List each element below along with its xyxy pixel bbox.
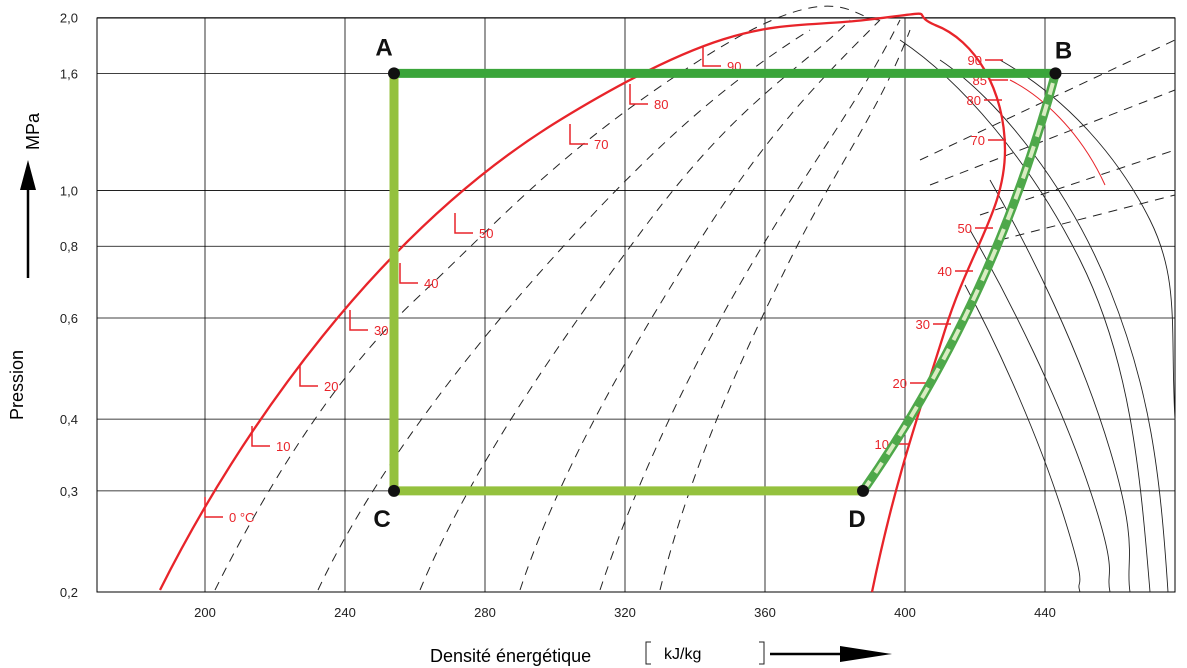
x-tick-label: 200 xyxy=(194,605,216,620)
isoline-dashed xyxy=(659,29,911,591)
x-tick-label: 360 xyxy=(754,605,776,620)
liquid-temp-tick xyxy=(299,366,318,387)
liquid-temp-tick xyxy=(629,84,648,105)
isoline-solid xyxy=(999,59,1176,421)
cycle-segment-dashes xyxy=(861,72,1058,493)
cycle-segment-DB xyxy=(858,68,1060,496)
grid xyxy=(96,17,1176,593)
x-tick-label: 440 xyxy=(1034,605,1056,620)
y-tick-label: 1,6 xyxy=(60,66,78,81)
x-tick-label: 400 xyxy=(894,605,916,620)
cycle-point-label: A xyxy=(375,34,392,61)
saturation-curve xyxy=(158,12,1106,593)
axis-ticks: 200 240 280 320 360 400 440 0,2 0,3 0,4 0,6 0,8 1,0 1… xyxy=(60,11,1056,620)
cycle-point-label: C xyxy=(373,506,390,533)
liquid-temp-label: 80 xyxy=(654,97,668,112)
vapor-temp-label: 80 xyxy=(967,93,981,108)
isoline-dashed xyxy=(999,194,1176,241)
liquid-temp-label: 40 xyxy=(424,276,438,291)
isoline-dashed xyxy=(519,19,881,591)
vapor-temp-label: 10 xyxy=(875,437,889,452)
superheat-curve xyxy=(1009,79,1106,186)
liquid-temp-tick xyxy=(569,124,588,145)
x-axis-arrow xyxy=(770,646,892,662)
y-tick-label: 0,2 xyxy=(60,585,78,600)
refrigeration-cycle: A B C D xyxy=(373,34,1072,533)
isoline-dashed xyxy=(317,29,811,591)
isoline-solid xyxy=(989,179,1131,593)
liquid-temp-label: 70 xyxy=(594,137,608,152)
liquid-temp-label: 50 xyxy=(479,226,493,241)
liquid-temp-tick xyxy=(251,426,270,447)
isoline-dashed xyxy=(929,89,1176,186)
isoline-dashed xyxy=(419,19,851,591)
cycle-point-D xyxy=(857,484,869,497)
vapor-temp-label: 40 xyxy=(938,264,952,279)
liquid-temp-tick xyxy=(399,263,418,284)
isoline-solid xyxy=(964,284,1081,593)
liquid-temp-label: 20 xyxy=(324,379,338,394)
y-tick-label: 0,3 xyxy=(60,484,78,499)
isoline-solid xyxy=(969,229,1111,593)
cycle-point-label: B xyxy=(1055,37,1072,64)
x-tick-label: 320 xyxy=(614,605,636,620)
x-axis-unit-box xyxy=(645,641,765,665)
vapor-temp-label: 20 xyxy=(893,376,907,391)
x-axis-unit: kJ/kg xyxy=(664,646,701,663)
x-tick-label: 240 xyxy=(334,605,356,620)
y-tick-label: 2,0 xyxy=(60,11,78,26)
liquid-temp-tick xyxy=(454,213,473,234)
isolines xyxy=(214,5,1176,593)
y-tick-label: 0,8 xyxy=(60,239,78,254)
cycle-point-C xyxy=(388,484,400,497)
isoline-dashed xyxy=(599,19,901,591)
liquid-temp-tick xyxy=(204,497,223,518)
y-tick-label: 0,6 xyxy=(60,311,78,326)
y-axis-label: Pression xyxy=(7,350,27,420)
vapor-temp-label: 30 xyxy=(916,317,930,332)
liquid-temp-tick xyxy=(702,46,721,67)
saturation-dome xyxy=(158,12,1007,593)
isoline-solid xyxy=(899,39,1151,593)
isoline-solid xyxy=(939,59,1169,593)
cycle-point-B xyxy=(1049,67,1062,80)
y-tick-label: 1,0 xyxy=(60,184,78,199)
vapor-temp-label: 70 xyxy=(971,133,985,148)
liquid-temp-tick xyxy=(349,310,368,331)
cycle-point-label: D xyxy=(848,506,865,533)
liquid-temp-label: 0 °C xyxy=(229,510,254,525)
y-axis-unit: MPa xyxy=(23,112,43,150)
x-tick-label: 280 xyxy=(474,605,496,620)
vapor-temp-label: 50 xyxy=(958,221,972,236)
y-axis-arrow xyxy=(20,160,36,278)
x-axis-label: Densité énergétique xyxy=(430,646,591,666)
y-tick-label: 0,4 xyxy=(60,412,78,427)
cycle-point-A xyxy=(388,67,400,80)
vapor-temp-label: 90 xyxy=(968,53,982,68)
liquid-temp-label: 30 xyxy=(374,323,388,338)
liquid-temp-label: 10 xyxy=(276,439,290,454)
isoline-dashed xyxy=(214,5,881,591)
